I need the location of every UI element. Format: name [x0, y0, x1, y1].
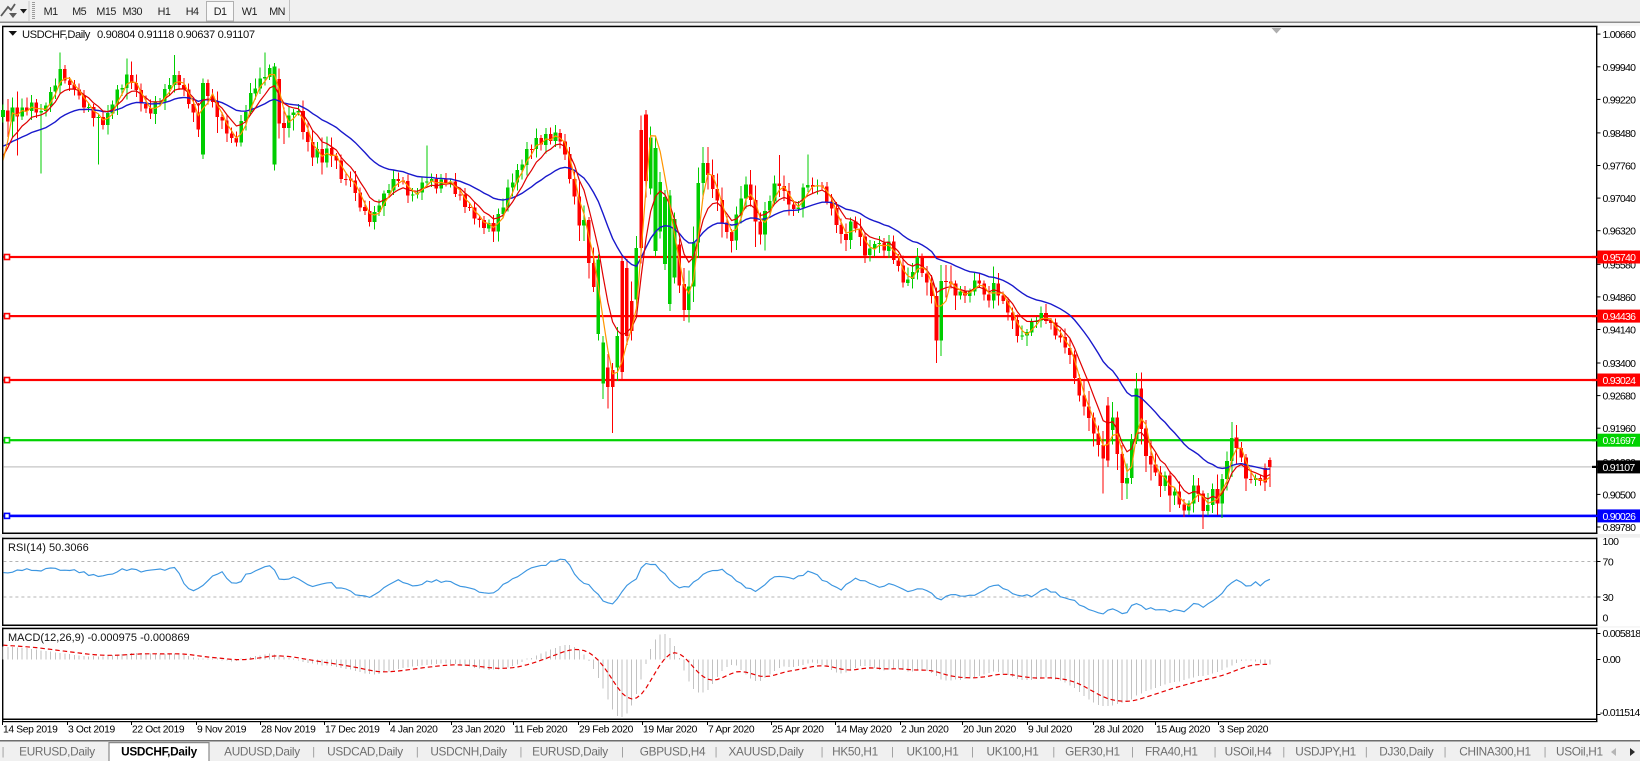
svg-text:UK100,H1: UK100,H1: [906, 745, 958, 759]
svg-text:0.98480: 0.98480: [1603, 128, 1637, 140]
svg-text:|: |: [1544, 746, 1547, 758]
svg-text:|: |: [971, 746, 974, 758]
svg-text:|: |: [1052, 746, 1055, 758]
svg-text:0.96320: 0.96320: [1603, 226, 1637, 238]
svg-text:-0.011514: -0.011514: [1600, 707, 1640, 719]
svg-text:EURUSD,Daily: EURUSD,Daily: [19, 745, 95, 759]
svg-text:0.90500: 0.90500: [1603, 489, 1637, 501]
svg-text:2 Jun 2020: 2 Jun 2020: [901, 725, 949, 736]
svg-text:0.97040: 0.97040: [1603, 193, 1637, 205]
svg-text:0.94436: 0.94436: [1603, 311, 1637, 323]
svg-text:M1: M1: [44, 6, 58, 18]
svg-text:USOil,H1: USOil,H1: [1556, 745, 1603, 759]
svg-text:0.93400: 0.93400: [1603, 358, 1637, 370]
svg-text:HK50,H1: HK50,H1: [832, 745, 878, 759]
svg-text:AUDUSD,Daily: AUDUSD,Daily: [224, 745, 300, 759]
svg-text:11 Feb 2020: 11 Feb 2020: [514, 725, 568, 736]
svg-text:0.89780: 0.89780: [1603, 522, 1637, 534]
svg-text:29 Feb 2020: 29 Feb 2020: [579, 725, 634, 736]
svg-text:19 Mar 2020: 19 Mar 2020: [643, 725, 698, 736]
svg-text:GBPUSD,H4: GBPUSD,H4: [640, 745, 706, 759]
svg-text:|: |: [1214, 746, 1217, 758]
svg-text:XAUUSD,Daily: XAUUSD,Daily: [728, 745, 803, 759]
svg-text:0.97760: 0.97760: [1603, 161, 1637, 173]
svg-text:0.005818: 0.005818: [1603, 628, 1640, 640]
svg-text:MACD(12,26,9) -0.000975 -0.000: MACD(12,26,9) -0.000975 -0.000869: [8, 632, 190, 644]
svg-text:0.91960: 0.91960: [1603, 423, 1637, 435]
svg-text:23 Jan 2020: 23 Jan 2020: [452, 725, 505, 736]
svg-text:0.93024: 0.93024: [1603, 375, 1637, 387]
svg-text:USDCHF,Daily: USDCHF,Daily: [121, 745, 197, 759]
svg-text:MN: MN: [269, 6, 285, 18]
svg-text:|: |: [416, 746, 419, 758]
svg-text:7 Apr 2020: 7 Apr 2020: [708, 725, 755, 736]
svg-text:17 Dec 2019: 17 Dec 2019: [325, 725, 380, 736]
svg-text:|: |: [1365, 746, 1368, 758]
svg-text:3 Oct 2019: 3 Oct 2019: [68, 725, 115, 736]
svg-text:EURUSD,Daily: EURUSD,Daily: [532, 745, 608, 759]
svg-text:|: |: [2, 746, 5, 758]
svg-text:W1: W1: [242, 6, 258, 18]
svg-text:USDCNH,Daily: USDCNH,Daily: [430, 745, 507, 759]
svg-text:15 Aug 2020: 15 Aug 2020: [1156, 725, 1211, 736]
svg-text:0: 0: [1603, 613, 1609, 625]
svg-text:USDCHF,Daily: USDCHF,Daily: [22, 29, 91, 41]
svg-text:CHINA300,H1: CHINA300,H1: [1459, 745, 1530, 759]
svg-text:20 Jun 2020: 20 Jun 2020: [963, 725, 1016, 736]
svg-text:|: |: [1131, 746, 1134, 758]
svg-text:14 Sep 2019: 14 Sep 2019: [3, 725, 58, 736]
svg-text:28 Jul 2020: 28 Jul 2020: [1094, 725, 1144, 736]
svg-text:|: |: [519, 746, 522, 758]
svg-text:|: |: [891, 746, 894, 758]
svg-text:28 Nov 2019: 28 Nov 2019: [261, 725, 316, 736]
svg-text:0.90026: 0.90026: [1603, 511, 1637, 523]
svg-text:0.94140: 0.94140: [1603, 325, 1637, 337]
svg-text:|: |: [715, 746, 718, 758]
svg-text:|: |: [312, 746, 315, 758]
svg-text:M30: M30: [123, 6, 143, 18]
svg-text:DJ30,Daily: DJ30,Daily: [1379, 745, 1433, 759]
svg-text:30: 30: [1603, 592, 1614, 604]
svg-text:100: 100: [1603, 536, 1620, 548]
svg-text:H4: H4: [186, 6, 199, 18]
svg-text:FRA40,H1: FRA40,H1: [1145, 745, 1198, 759]
svg-text:|: |: [1444, 746, 1447, 758]
svg-text:USOil,H4: USOil,H4: [1225, 745, 1273, 759]
svg-text:UK100,H1: UK100,H1: [986, 745, 1038, 759]
svg-text:M15: M15: [96, 6, 116, 18]
svg-text:3 Sep 2020: 3 Sep 2020: [1219, 725, 1269, 736]
svg-text:0.94860: 0.94860: [1603, 292, 1637, 304]
svg-text:0.92680: 0.92680: [1603, 391, 1637, 403]
svg-text:D1: D1: [214, 6, 227, 18]
svg-text:0.95740: 0.95740: [1603, 252, 1637, 264]
svg-text:0.99220: 0.99220: [1603, 94, 1637, 106]
svg-text:0.99940: 0.99940: [1603, 62, 1637, 74]
svg-text:9 Nov 2019: 9 Nov 2019: [197, 725, 247, 736]
svg-text:|: |: [1282, 746, 1285, 758]
svg-text:0.00: 0.00: [1603, 654, 1621, 666]
svg-text:0.90804 0.91118 0.90637 0.9110: 0.90804 0.91118 0.90637 0.91107: [97, 29, 255, 41]
svg-text:14 May 2020: 14 May 2020: [836, 725, 892, 736]
svg-text:M5: M5: [72, 6, 86, 18]
svg-text:|: |: [821, 746, 824, 758]
svg-text:22 Oct 2019: 22 Oct 2019: [132, 725, 185, 736]
svg-text:1.00660: 1.00660: [1603, 29, 1637, 41]
svg-text:9 Jul 2020: 9 Jul 2020: [1028, 725, 1073, 736]
svg-text:70: 70: [1603, 557, 1614, 569]
svg-text:0.91107: 0.91107: [1603, 462, 1636, 474]
svg-text:0.91697: 0.91697: [1603, 435, 1637, 447]
svg-text:USDCAD,Daily: USDCAD,Daily: [327, 745, 403, 759]
svg-text:4 Jan 2020: 4 Jan 2020: [390, 725, 438, 736]
svg-text:RSI(14) 50.3066: RSI(14) 50.3066: [8, 542, 89, 554]
svg-text:H1: H1: [158, 6, 171, 18]
svg-text:GER30,H1: GER30,H1: [1065, 745, 1120, 759]
svg-text:|: |: [621, 746, 624, 758]
svg-text:USDJPY,H1: USDJPY,H1: [1295, 745, 1356, 759]
svg-text:25 Apr 2020: 25 Apr 2020: [772, 725, 824, 736]
